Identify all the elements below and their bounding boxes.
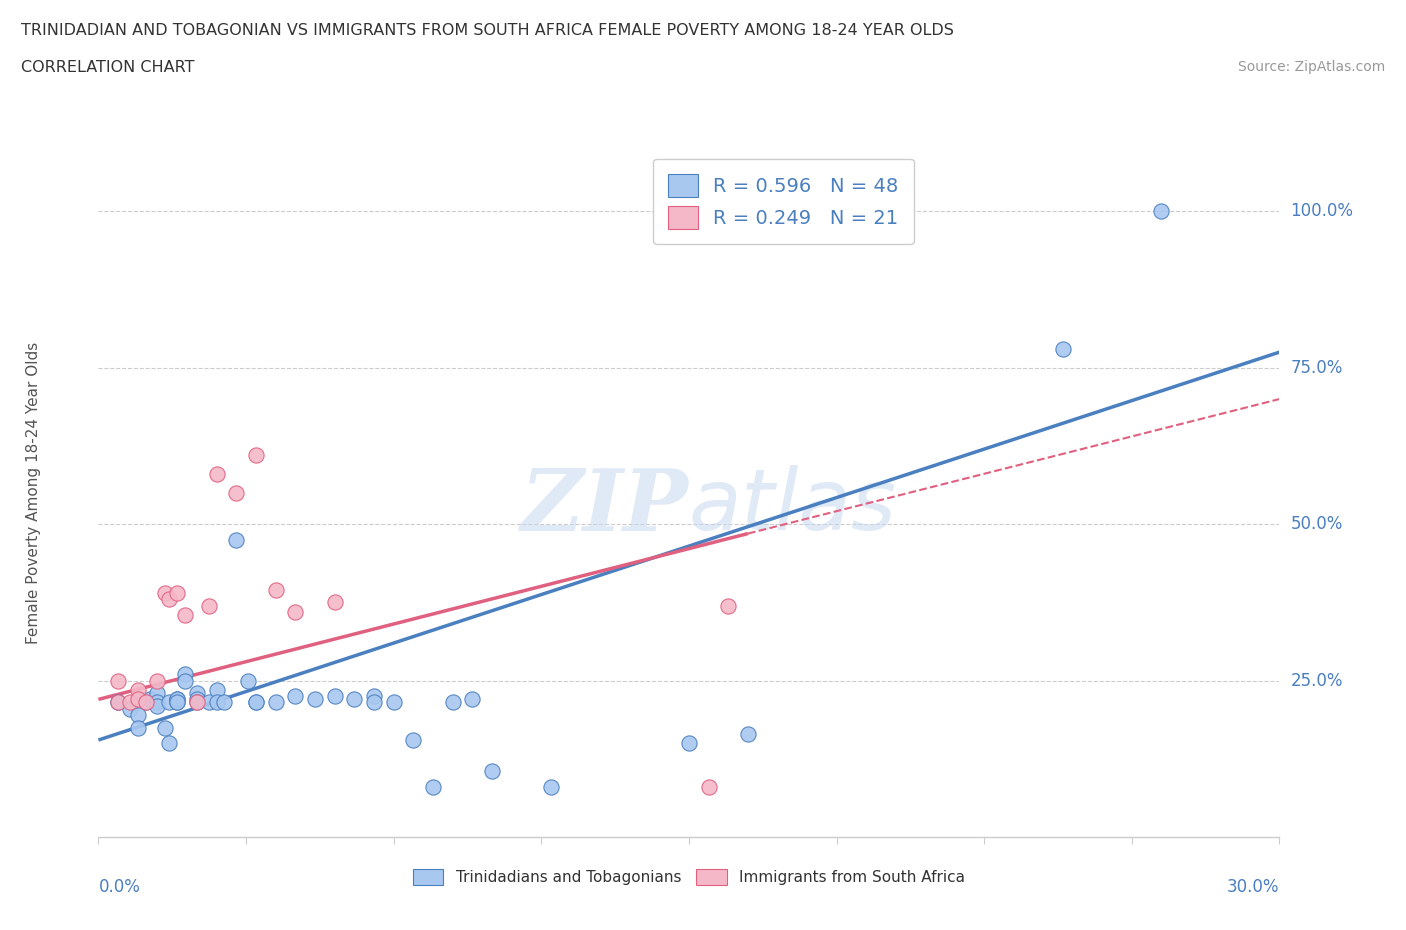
- Point: [441, 695, 464, 710]
- Point: [678, 736, 700, 751]
- Text: atlas: atlas: [689, 465, 897, 548]
- Point: [166, 586, 188, 601]
- Text: 30.0%: 30.0%: [1227, 878, 1279, 897]
- Text: 50.0%: 50.0%: [1291, 515, 1343, 533]
- Text: 75.0%: 75.0%: [1291, 359, 1343, 377]
- Text: 25.0%: 25.0%: [1291, 671, 1343, 689]
- Point: [186, 685, 208, 700]
- Point: [146, 685, 169, 700]
- Point: [146, 695, 169, 710]
- Point: [422, 779, 444, 794]
- Point: [323, 595, 346, 610]
- Point: [225, 485, 247, 500]
- Point: [697, 779, 720, 794]
- Point: [481, 764, 503, 778]
- Point: [107, 695, 129, 710]
- Point: [363, 695, 385, 710]
- Point: [118, 701, 141, 716]
- Text: ZIP: ZIP: [522, 465, 689, 549]
- Point: [1052, 341, 1074, 356]
- Text: CORRELATION CHART: CORRELATION CHART: [21, 60, 194, 75]
- Point: [146, 698, 169, 713]
- Point: [135, 695, 157, 710]
- Point: [214, 695, 236, 710]
- Point: [186, 692, 208, 707]
- Point: [205, 683, 228, 698]
- Point: [343, 692, 366, 707]
- Point: [127, 708, 149, 723]
- Point: [127, 683, 149, 698]
- Point: [284, 689, 307, 704]
- Point: [127, 720, 149, 735]
- Point: [186, 695, 208, 710]
- Point: [236, 673, 259, 688]
- Point: [174, 667, 197, 682]
- Point: [157, 736, 180, 751]
- Point: [118, 695, 141, 710]
- Point: [245, 695, 267, 710]
- Point: [225, 532, 247, 547]
- Point: [166, 692, 188, 707]
- Point: [135, 695, 157, 710]
- Point: [304, 692, 326, 707]
- Point: [284, 604, 307, 619]
- Point: [197, 695, 219, 710]
- Point: [166, 692, 188, 707]
- Point: [166, 695, 188, 710]
- Point: [264, 695, 287, 710]
- Point: [1150, 204, 1173, 219]
- Point: [155, 586, 177, 601]
- Text: Source: ZipAtlas.com: Source: ZipAtlas.com: [1237, 60, 1385, 74]
- Point: [461, 692, 484, 707]
- Point: [540, 779, 562, 794]
- Point: [264, 582, 287, 597]
- Point: [382, 695, 405, 710]
- Text: 0.0%: 0.0%: [98, 878, 141, 897]
- Point: [107, 673, 129, 688]
- Point: [107, 695, 129, 710]
- Point: [166, 695, 188, 710]
- Point: [245, 695, 267, 710]
- Point: [363, 689, 385, 704]
- Text: 100.0%: 100.0%: [1291, 203, 1354, 220]
- Point: [205, 695, 228, 710]
- Text: Female Poverty Among 18-24 Year Olds: Female Poverty Among 18-24 Year Olds: [25, 342, 41, 644]
- Point: [323, 689, 346, 704]
- Legend: Trinidadians and Tobagonians, Immigrants from South Africa: Trinidadians and Tobagonians, Immigrants…: [406, 863, 972, 891]
- Point: [174, 673, 197, 688]
- Point: [197, 598, 219, 613]
- Point: [157, 591, 180, 606]
- Point: [107, 695, 129, 710]
- Point: [157, 695, 180, 710]
- Text: TRINIDADIAN AND TOBAGONIAN VS IMMIGRANTS FROM SOUTH AFRICA FEMALE POVERTY AMONG : TRINIDADIAN AND TOBAGONIAN VS IMMIGRANTS…: [21, 23, 953, 38]
- Point: [245, 448, 267, 463]
- Point: [737, 726, 759, 741]
- Point: [127, 692, 149, 707]
- Point: [138, 692, 160, 707]
- Point: [155, 720, 177, 735]
- Point: [402, 733, 425, 748]
- Point: [186, 695, 208, 710]
- Point: [174, 607, 197, 622]
- Point: [146, 673, 169, 688]
- Point: [205, 467, 228, 482]
- Point: [717, 598, 740, 613]
